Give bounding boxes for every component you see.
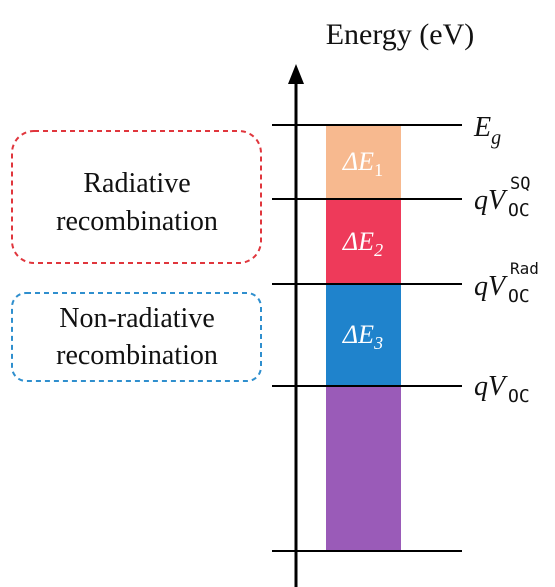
radiative-line1: Radiative [83, 168, 190, 199]
voc-label: qV OC [474, 371, 530, 407]
nonradiative-box [11, 292, 262, 382]
delta-e3-bar [326, 284, 401, 386]
delta-e2-bar [326, 199, 401, 284]
voc-rad-label: qV OC Rad [474, 259, 539, 307]
radiative-line2: recombination [56, 206, 218, 237]
axis-title: Energy (eV) [326, 18, 475, 51]
nonradiative-line2: recombination [56, 340, 218, 371]
voc-sq-label: qV OC SQ [474, 174, 530, 221]
svg-text:qV: qV [474, 371, 508, 402]
svg-text:qV: qV [474, 271, 508, 302]
delta-e1-bar [326, 125, 401, 199]
eg-label: Eg [473, 112, 501, 149]
delta-e1-label: ΔE1 [342, 147, 383, 180]
svg-text:qV: qV [474, 185, 508, 216]
svg-text:OC: OC [508, 200, 530, 221]
radiative-box [11, 130, 262, 264]
delta-e3-label: ΔE3 [342, 320, 383, 353]
svg-text:OC: OC [508, 286, 530, 307]
bottom-bar [326, 386, 401, 551]
svg-text:Rad: Rad [510, 259, 539, 278]
delta-e2-label: ΔE2 [342, 227, 383, 260]
svg-text:OC: OC [508, 386, 530, 407]
nonradiative-line1: Non-radiative [59, 303, 215, 334]
svg-text:SQ: SQ [510, 174, 530, 194]
axis-arrow-icon [288, 64, 304, 84]
